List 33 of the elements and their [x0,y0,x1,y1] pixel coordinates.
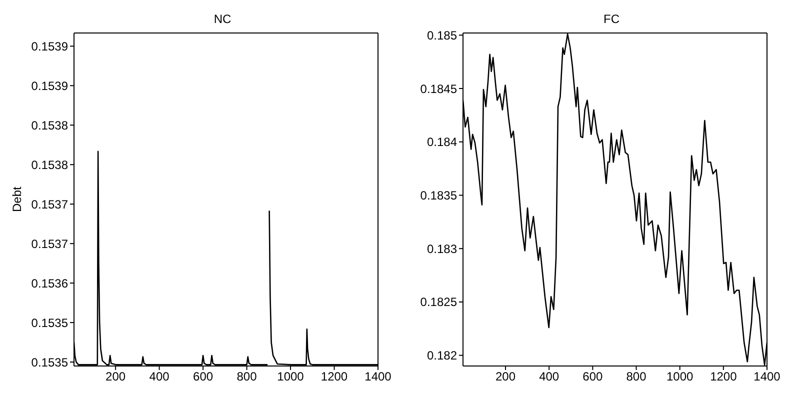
x-tick-label: 1400 [754,370,781,384]
x-tick-label: 600 [582,370,603,384]
y-tick-label: 0.1825 [420,295,458,310]
y-tick-label: 0.1536 [31,276,68,290]
y-tick-label: 0.1537 [31,197,68,212]
y-tick-label: 0.1538 [31,158,68,172]
y-tick-label: 0.1535 [31,316,68,330]
y-tick-label: 0.1535 [31,355,68,370]
y-tick-label: 0.1835 [420,188,458,202]
x-tick-label: 1000 [666,370,694,384]
x-tick-label: 200 [106,370,126,384]
y-axis-title: Debt [10,186,24,212]
x-tick-label: 400 [539,370,560,384]
y-tick-label: 0.183 [426,242,458,256]
y-tick-label: 0.1845 [420,82,458,96]
chart-title: NC [212,12,232,26]
chart-title: FC [602,12,620,26]
y-tick-label: 0.185 [426,28,458,42]
x-tick-label: 400 [149,370,170,384]
y-tick-label: 0.1539 [31,78,68,93]
y-tick-label: 0.1537 [31,236,68,251]
y-tick-label: 0.184 [426,135,458,150]
x-tick-label: 800 [236,370,258,384]
x-tick-label: 600 [193,370,214,384]
x-tick-label: 200 [495,370,516,384]
y-tick-label: 0.1539 [31,39,68,54]
y-tick-label: 0.182 [426,348,458,363]
x-tick-label: 1000 [277,370,304,384]
x-tick-label: 1400 [364,370,392,384]
x-tick-label: 1200 [320,370,348,384]
x-tick-label: 800 [626,370,647,384]
y-tick-label: 0.1538 [31,118,68,132]
x-tick-label: 1200 [710,370,738,384]
